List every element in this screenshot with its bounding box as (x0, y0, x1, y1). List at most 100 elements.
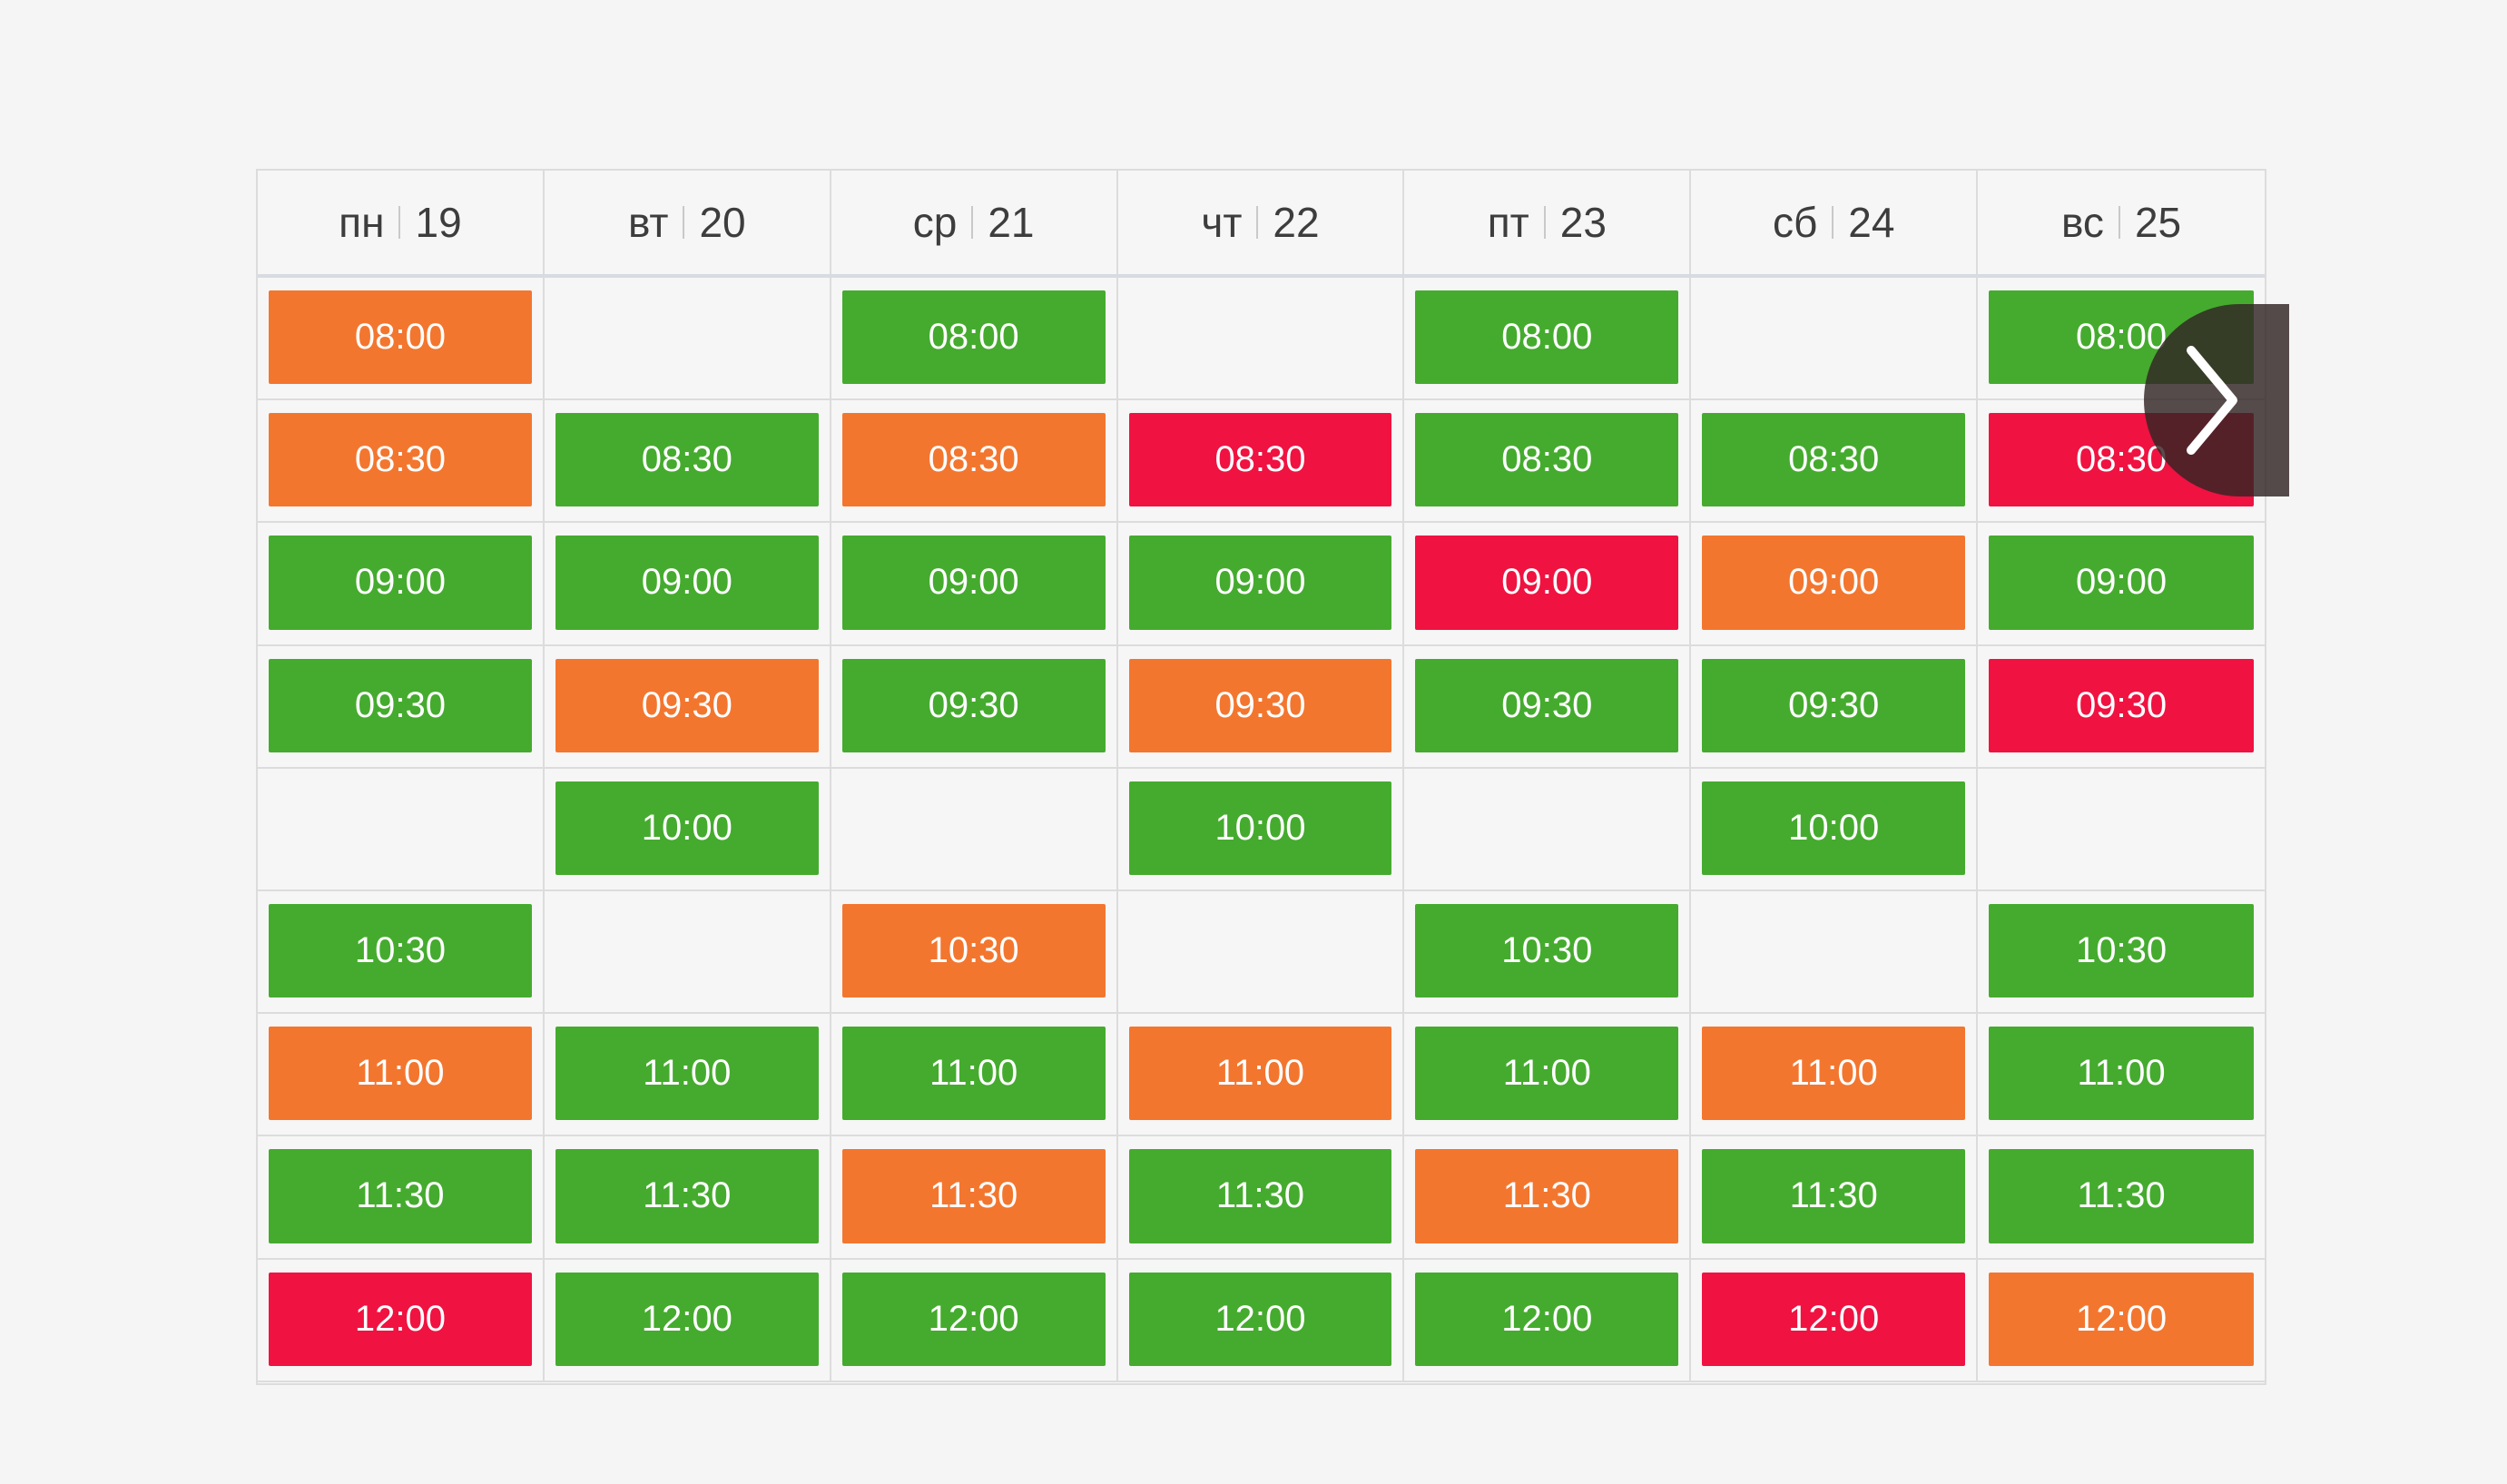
time-slot-green[interactable]: 09:00 (841, 536, 1106, 630)
time-slot-green[interactable]: 09:30 (841, 658, 1106, 752)
day-name: вт (627, 199, 669, 246)
time-slot-red[interactable]: 12:00 (269, 1272, 532, 1366)
grid-cell: 10:00 (1117, 768, 1405, 891)
grid-cell: 10:00 (544, 768, 831, 891)
grid-cell (1117, 890, 1405, 1015)
time-slot-red[interactable]: 09:30 (1989, 658, 2254, 752)
grid-cell: 08:00 (831, 278, 1118, 401)
day-name: чт (1201, 199, 1243, 246)
time-slot-green[interactable]: 09:00 (269, 536, 532, 630)
grid-cell: 12:00 (1404, 1259, 1692, 1382)
time-slot-orange[interactable]: 08:30 (269, 413, 532, 507)
time-slot-orange[interactable]: 11:30 (1415, 1149, 1679, 1243)
grid-cell: 08:30 (258, 400, 545, 524)
grid-cell: 09:00 (544, 523, 831, 646)
time-slot-orange[interactable]: 10:30 (841, 903, 1106, 998)
grid-cell: 09:00 (1978, 523, 2265, 646)
day-separator (683, 206, 685, 239)
time-slot-green[interactable]: 11:00 (1415, 1027, 1679, 1121)
day-date: 25 (2134, 199, 2182, 246)
time-slot-green[interactable]: 10:00 (555, 781, 819, 875)
time-slot-green[interactable]: 10:30 (1415, 903, 1679, 998)
grid-cell: 10:30 (1404, 890, 1692, 1015)
chevron-right-icon (2187, 346, 2237, 455)
grid-cell: 12:00 (258, 1259, 545, 1382)
grid-cell: 11:00 (1404, 1014, 1692, 1137)
time-slot-green[interactable]: 08:30 (555, 413, 819, 507)
grid-cell: 11:30 (1404, 1136, 1692, 1260)
grid-cell: 09:30 (1978, 646, 2265, 769)
time-slot-green[interactable]: 11:00 (555, 1027, 819, 1121)
day-separator (971, 206, 974, 239)
grid-cell: 09:30 (544, 645, 831, 769)
time-slot-grid: 08:00 08:00 08:00 08:00 08:30 08:30 08:30 08:30… (258, 278, 2265, 1382)
time-slot-green[interactable]: 08:00 (1415, 290, 1679, 385)
time-slot-green[interactable]: 11:30 (1128, 1149, 1392, 1243)
time-slot-orange[interactable]: 12:00 (1989, 1272, 2254, 1366)
grid-cell (831, 768, 1118, 891)
day-date: 24 (1848, 199, 1895, 246)
time-slot-green[interactable]: 08:30 (1415, 413, 1679, 507)
time-slot-green[interactable]: 09:00 (555, 536, 819, 630)
time-slot-orange[interactable]: 11:30 (841, 1149, 1106, 1243)
time-slot-green[interactable]: 12:00 (841, 1272, 1106, 1366)
grid-cell: 11:30 (1691, 1136, 1979, 1260)
grid-cell (1978, 769, 2265, 891)
weekly-schedule-table: пн 19 вт 20 ср 21 чт 22 пт 23 сб 24 вс 25 08:00… (256, 169, 2266, 1385)
time-slot-green[interactable]: 09:30 (1702, 658, 1966, 752)
grid-cell: 08:30 (1404, 400, 1692, 524)
grid-cell: 10:00 (1691, 768, 1979, 891)
day-header-sat: сб 24 (1691, 171, 1979, 274)
time-slot-red[interactable]: 08:30 (1128, 413, 1392, 507)
grid-cell: 09:30 (1404, 645, 1692, 769)
day-date: 19 (415, 199, 462, 246)
time-slot-green[interactable]: 11:00 (1989, 1027, 2254, 1121)
grid-cell: 11:00 (258, 1014, 545, 1137)
grid-cell (1404, 768, 1692, 891)
time-slot-red[interactable]: 12:00 (1702, 1272, 1966, 1366)
grid-cell: 08:30 (1691, 400, 1979, 524)
time-slot-green[interactable]: 08:30 (1702, 413, 1966, 507)
time-slot-green[interactable]: 11:30 (269, 1149, 532, 1243)
grid-cell: 11:00 (1978, 1014, 2265, 1137)
time-slot-green[interactable]: 09:00 (1128, 536, 1392, 630)
time-slot-green[interactable]: 12:00 (1415, 1272, 1679, 1366)
time-slot-green[interactable]: 08:00 (841, 290, 1106, 385)
time-slot-green[interactable]: 10:00 (1702, 781, 1966, 875)
time-slot-orange[interactable]: 11:00 (269, 1027, 532, 1121)
day-date: 20 (699, 199, 746, 246)
time-slot-orange[interactable]: 08:00 (269, 290, 532, 385)
day-separator (1543, 206, 1546, 239)
time-slot-green[interactable]: 12:00 (1128, 1272, 1392, 1366)
time-slot-orange[interactable]: 11:00 (1702, 1027, 1966, 1121)
day-name: пн (339, 199, 385, 246)
time-slot-orange[interactable]: 09:30 (1128, 658, 1392, 752)
grid-cell: 12:00 (1691, 1259, 1979, 1382)
grid-cell: 11:00 (831, 1014, 1118, 1137)
time-slot-green[interactable]: 09:00 (1989, 536, 2254, 630)
time-slot-green[interactable]: 11:00 (841, 1027, 1106, 1121)
time-slot-red[interactable]: 09:00 (1415, 536, 1679, 630)
next-week-button[interactable] (2144, 304, 2289, 496)
time-slot-green[interactable]: 10:30 (269, 903, 532, 998)
time-slot-green[interactable]: 11:30 (555, 1149, 819, 1243)
time-slot-green[interactable]: 10:00 (1128, 781, 1392, 875)
grid-cell: 09:30 (1691, 645, 1979, 769)
time-slot-orange[interactable]: 11:00 (1128, 1027, 1392, 1121)
day-date: 23 (1559, 199, 1607, 246)
time-slot-green[interactable]: 10:30 (1989, 903, 2254, 998)
time-slot-orange[interactable]: 09:30 (555, 658, 819, 752)
grid-cell: 12:00 (831, 1259, 1118, 1382)
time-slot-green[interactable]: 11:30 (1702, 1149, 1966, 1243)
day-separator (1256, 206, 1259, 239)
time-slot-green[interactable]: 09:30 (1415, 658, 1679, 752)
time-slot-orange[interactable]: 09:00 (1702, 536, 1966, 630)
grid-cell (1117, 278, 1405, 401)
day-name: ср (912, 199, 958, 246)
day-header-wed: ср 21 (831, 171, 1118, 274)
time-slot-orange[interactable]: 08:30 (841, 413, 1106, 507)
time-slot-green[interactable]: 09:30 (269, 658, 532, 752)
day-name: вс (2061, 199, 2104, 246)
time-slot-green[interactable]: 12:00 (555, 1272, 819, 1366)
time-slot-green[interactable]: 11:30 (1989, 1149, 2254, 1243)
